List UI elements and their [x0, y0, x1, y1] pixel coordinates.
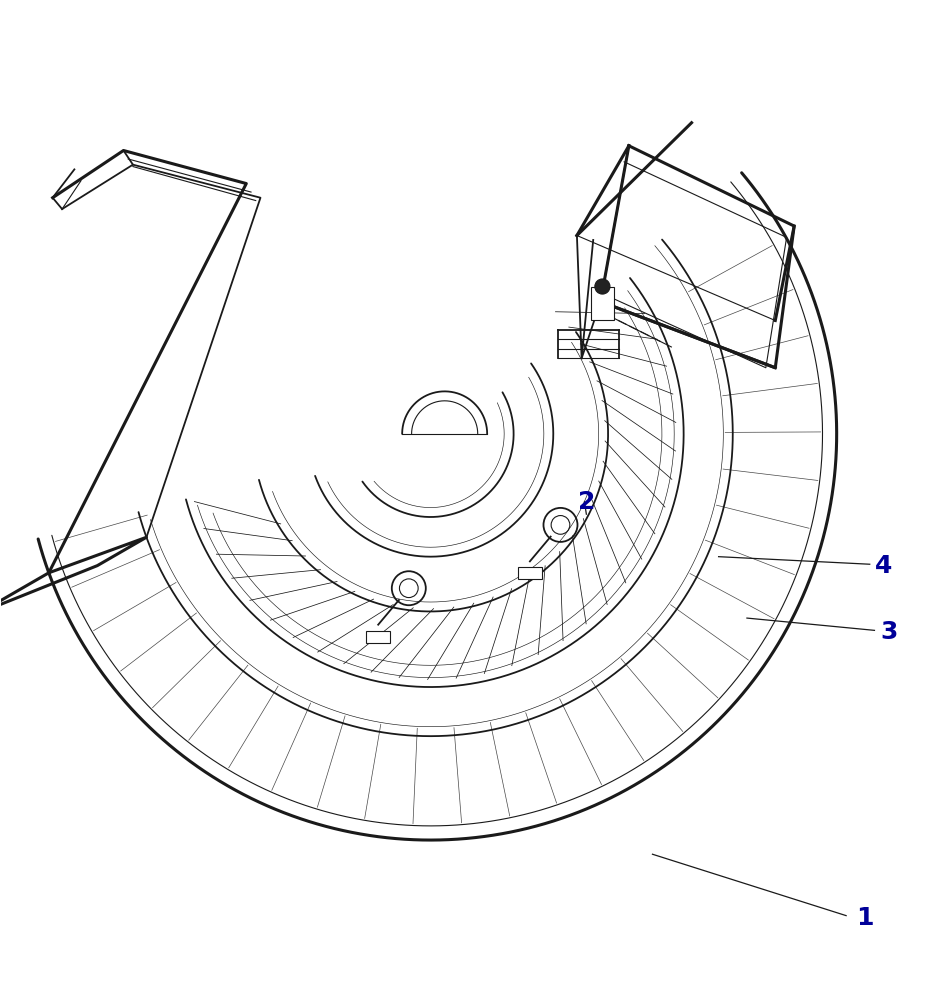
- Bar: [518, 567, 542, 579]
- Text: 4: 4: [875, 554, 893, 578]
- Text: 1: 1: [856, 906, 874, 930]
- Circle shape: [595, 279, 610, 294]
- Bar: [366, 631, 390, 643]
- Bar: [590, 287, 614, 320]
- Text: 2: 2: [578, 490, 595, 514]
- Text: 3: 3: [880, 620, 898, 644]
